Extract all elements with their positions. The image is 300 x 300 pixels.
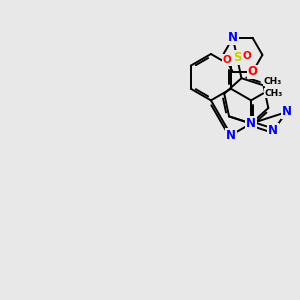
Text: CH₃: CH₃ — [264, 77, 282, 86]
Text: O: O — [223, 55, 231, 65]
Text: CH₃: CH₃ — [265, 89, 283, 98]
Text: N: N — [282, 106, 292, 118]
Text: S: S — [233, 51, 242, 64]
Text: O: O — [243, 51, 252, 61]
Text: N: N — [268, 124, 278, 137]
Text: N: N — [226, 129, 236, 142]
Text: N: N — [246, 117, 256, 130]
Text: O: O — [248, 65, 258, 79]
Text: N: N — [228, 31, 238, 44]
